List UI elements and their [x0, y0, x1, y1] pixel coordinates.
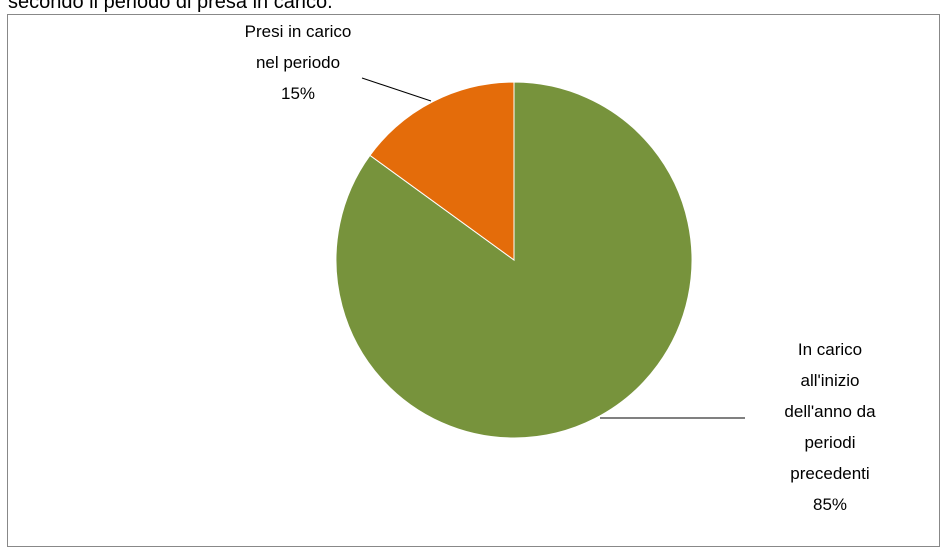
- pie-slice-2: [369, 81, 515, 261]
- leader-line-2: [361, 77, 432, 102]
- pie-slices: [335, 81, 693, 439]
- pie-slice-1: [335, 81, 693, 439]
- data-label-percent-1: 85%: [813, 495, 847, 514]
- leader-lines: [361, 77, 745, 419]
- data-labels: In carico all'inizio dell'anno da periodi pr…: [245, 22, 877, 514]
- data-label-percent-2: 15%: [281, 84, 315, 103]
- chart-caption: secondo il periodo di presa in carico.: [8, 0, 333, 13]
- data-label-line-1: In carico: [798, 340, 862, 359]
- data-label-line-1: periodi: [804, 433, 855, 452]
- data-label-line-1: all'inizio: [801, 371, 860, 390]
- data-label-line-1: precedenti: [790, 464, 869, 483]
- data-label-line-2: Presi in carico: [245, 22, 352, 41]
- data-label-line-2: nel periodo: [256, 53, 340, 72]
- data-label-line-1: dell'anno da: [784, 402, 876, 421]
